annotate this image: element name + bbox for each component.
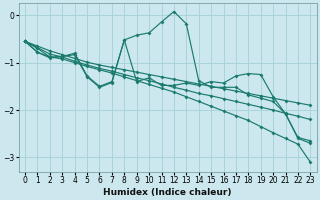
X-axis label: Humidex (Indice chaleur): Humidex (Indice chaleur) — [103, 188, 232, 197]
